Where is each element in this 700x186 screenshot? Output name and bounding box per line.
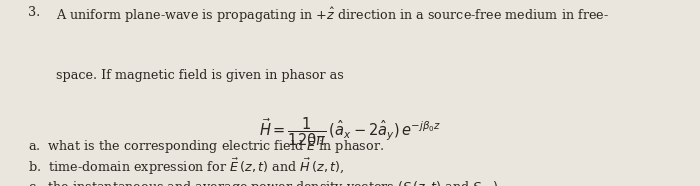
Text: $\vec{H} = \dfrac{1}{120\pi}\,(\hat{a}_x - 2\hat{a}_y)\,e^{-j\beta_0 z}$: $\vec{H} = \dfrac{1}{120\pi}\,(\hat{a}_x… bbox=[259, 115, 441, 148]
Text: A uniform plane-wave is propagating in $+\hat{z}$ direction in a source-free med: A uniform plane-wave is propagating in $… bbox=[56, 6, 609, 25]
Text: b.  time-domain expression for $\vec{E}\,(z,t)$ and $\vec{H}\,(z,t)$,: b. time-domain expression for $\vec{E}\,… bbox=[28, 157, 344, 177]
Text: c.  the instantaneous and average power density vectors $(S\,(z,t)$ and $S_{av}): c. the instantaneous and average power d… bbox=[28, 179, 502, 186]
Text: 3.: 3. bbox=[28, 6, 41, 19]
Text: a.  what is the corresponding electric field $\vec{E}$ in phasor.: a. what is the corresponding electric fi… bbox=[28, 136, 384, 156]
Text: space. If magnetic field is given in phasor as: space. If magnetic field is given in pha… bbox=[56, 69, 344, 82]
